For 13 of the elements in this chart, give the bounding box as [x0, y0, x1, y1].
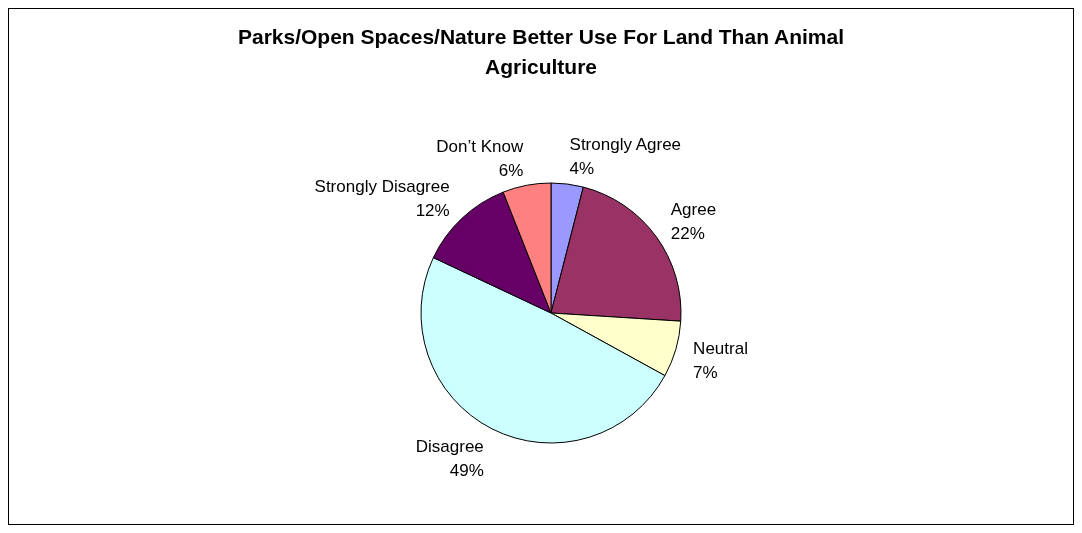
- data-label: 7%: [693, 362, 718, 382]
- slice-label: Neutral: [693, 338, 748, 358]
- data-label: 6%: [498, 160, 524, 180]
- slice-label: Strongly Disagree: [314, 177, 450, 197]
- data-label: 12%: [415, 201, 450, 221]
- chart-title: Parks/Open Spaces/Nature Better Use For Land Than Animal Agriculture: [237, 25, 845, 78]
- slice-label: Don’t Know: [436, 136, 524, 156]
- data-label: 22%: [670, 223, 705, 243]
- slice-label: Agree: [670, 199, 717, 219]
- data-label: 4%: [569, 159, 595, 179]
- data-label: 49%: [449, 460, 484, 480]
- slice-label: Strongly Agree: [569, 135, 682, 155]
- slice-label: Disagree: [415, 436, 484, 456]
